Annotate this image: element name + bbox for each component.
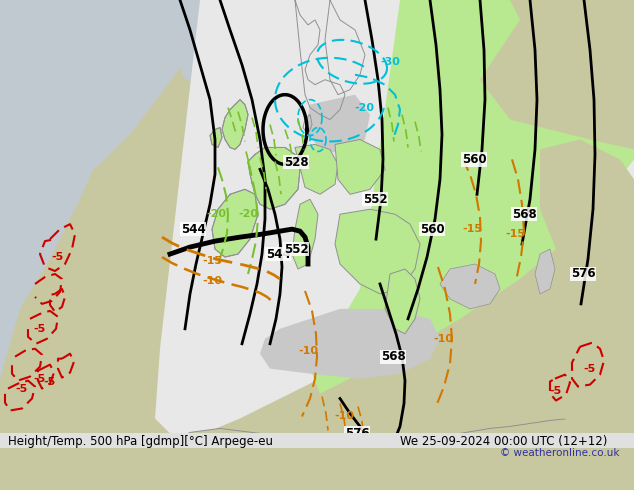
Polygon shape xyxy=(292,199,318,269)
Text: -10: -10 xyxy=(298,346,318,356)
Polygon shape xyxy=(0,0,80,379)
FancyBboxPatch shape xyxy=(0,434,634,448)
Text: 552: 552 xyxy=(283,243,308,256)
Polygon shape xyxy=(305,95,370,154)
Text: -5: -5 xyxy=(16,384,28,393)
Text: -5: -5 xyxy=(34,373,46,384)
Text: -5: -5 xyxy=(584,364,596,374)
Polygon shape xyxy=(310,0,634,393)
Polygon shape xyxy=(560,368,634,448)
Polygon shape xyxy=(385,269,420,334)
Text: -15: -15 xyxy=(462,224,482,234)
Text: 544: 544 xyxy=(181,222,205,236)
Text: -15: -15 xyxy=(505,229,525,239)
Polygon shape xyxy=(180,414,634,448)
Polygon shape xyxy=(480,0,634,149)
Text: 568: 568 xyxy=(380,350,405,363)
Text: -20: -20 xyxy=(238,209,258,219)
Text: 576: 576 xyxy=(345,427,370,440)
Text: 544: 544 xyxy=(266,247,290,261)
Polygon shape xyxy=(248,147,300,209)
Polygon shape xyxy=(535,249,555,294)
Text: -10: -10 xyxy=(334,412,354,421)
Text: -5: -5 xyxy=(52,252,64,262)
Text: 560: 560 xyxy=(462,153,486,166)
Text: -10: -10 xyxy=(202,276,222,286)
Polygon shape xyxy=(335,140,385,195)
Polygon shape xyxy=(212,189,258,257)
Text: 552: 552 xyxy=(363,193,387,206)
Polygon shape xyxy=(540,140,634,349)
Text: We 25-09-2024 00:00 UTC (12+12): We 25-09-2024 00:00 UTC (12+12) xyxy=(400,435,607,448)
Text: 576: 576 xyxy=(571,268,595,280)
Polygon shape xyxy=(440,264,500,309)
Text: -30: -30 xyxy=(380,57,400,67)
Text: -5: -5 xyxy=(550,386,562,395)
Text: -15: -15 xyxy=(202,256,222,266)
Text: 568: 568 xyxy=(512,208,536,220)
Text: -5: -5 xyxy=(44,377,56,387)
Polygon shape xyxy=(260,309,440,379)
Polygon shape xyxy=(155,0,634,443)
Polygon shape xyxy=(0,0,230,209)
Polygon shape xyxy=(0,0,160,379)
Text: 528: 528 xyxy=(283,156,308,169)
Polygon shape xyxy=(222,99,248,149)
Text: 560: 560 xyxy=(420,222,444,236)
Text: -5: -5 xyxy=(34,324,46,334)
Text: Height/Temp. 500 hPa [gdmp][°C] Arpege-eu: Height/Temp. 500 hPa [gdmp][°C] Arpege-e… xyxy=(8,435,273,448)
Text: -20: -20 xyxy=(354,102,374,113)
Text: -20: -20 xyxy=(206,209,226,219)
Text: -10: -10 xyxy=(433,334,453,344)
Polygon shape xyxy=(210,127,222,147)
Polygon shape xyxy=(335,209,420,294)
Polygon shape xyxy=(150,0,400,90)
Polygon shape xyxy=(295,145,338,195)
Text: © weatheronline.co.uk: © weatheronline.co.uk xyxy=(500,448,620,458)
